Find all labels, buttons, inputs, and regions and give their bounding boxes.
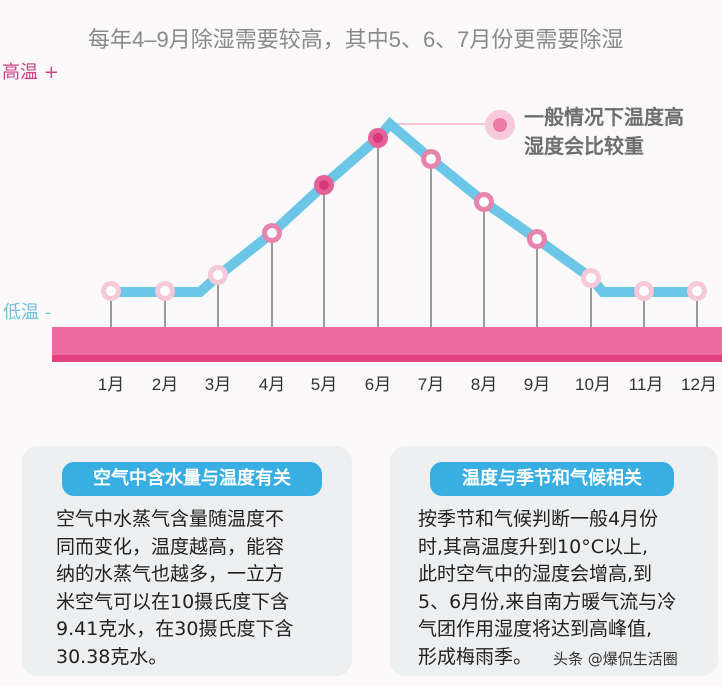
- marker-may: [314, 175, 334, 195]
- watermark: 头条 @爆侃生活圈: [553, 650, 678, 668]
- month-label: 10月: [575, 375, 611, 394]
- month-label: 11月: [628, 375, 664, 394]
- high-temp-label: 高温 +: [2, 62, 59, 83]
- annotation-note: 一般情况下温度高 湿度会比较重: [524, 103, 684, 161]
- low-temp-label: 低温 -: [3, 302, 52, 323]
- card-line: 气团作用湿度将达到高峰值,: [418, 618, 653, 640]
- info-card-season: 温度与季节和气候相关 按季节和气候判断一般4月份 时,其高温度升到10°C以上,…: [390, 446, 718, 676]
- annotation-line-2: 湿度会比较重: [524, 134, 644, 158]
- baseline-bar-shadow: [52, 355, 722, 362]
- card-line: 按季节和气候判断一般4月份: [418, 508, 659, 530]
- marker-sep: [527, 229, 547, 249]
- marker-jan: [101, 281, 121, 301]
- month-label: 1月: [97, 375, 125, 394]
- baseline-bar: [52, 327, 722, 357]
- month-label: 2月: [151, 375, 179, 394]
- card-line: 纳的水蒸气也越多，一立方: [56, 563, 285, 585]
- card-title: 空气中含水量与温度有关: [62, 462, 322, 496]
- month-label: 3月: [204, 375, 232, 394]
- card-line: 空气中水蒸气含量随温度不: [56, 508, 285, 530]
- marker-feb: [155, 281, 175, 301]
- month-label: 8月: [470, 375, 498, 394]
- annotation-line-1: 一般情况下温度高: [524, 105, 684, 129]
- card-line: 形成梅雨季。: [418, 645, 533, 668]
- month-label: 12月: [681, 375, 717, 394]
- month-label: 4月: [258, 375, 286, 394]
- card-title: 温度与季节和气候相关: [430, 462, 674, 496]
- marker-apr: [262, 223, 282, 243]
- marker-mar: [208, 265, 228, 285]
- marker-oct: [581, 268, 601, 288]
- info-card-humidity: 空气中含水量与温度有关 空气中水蒸气含量随温度不 同而变化，温度越高，能容 纳的…: [22, 446, 352, 676]
- card-line: 时,其高温度升到10°C以上,: [418, 535, 649, 558]
- card-line: 同而变化，温度越高，能容: [56, 535, 285, 558]
- marker-aug: [474, 192, 494, 212]
- card-line: 5、6月份,来自南方暖气流与冷: [418, 590, 677, 613]
- stems: [110, 138, 698, 327]
- month-label: 9月: [523, 375, 551, 394]
- card-body: 空气中水蒸气含量随温度不 同而变化，温度越高，能容 纳的水蒸气也越多，一立方 米…: [56, 506, 338, 671]
- card-line: 米空气可以在10摄氏度下含: [56, 590, 290, 613]
- card-body: 按季节和气候判断一般4月份 时,其高温度升到10°C以上, 此时空气中的湿度会增…: [418, 506, 704, 671]
- marker-dec: [687, 281, 707, 301]
- line-chart: [52, 110, 722, 362]
- card-line: 30.38克水。: [56, 645, 168, 668]
- chart-title: 每年4–9月除湿需要较高，其中5、6、7月份更需要除湿: [88, 27, 624, 52]
- marker-nov: [634, 281, 654, 301]
- month-label: 6月: [364, 375, 392, 394]
- marker-jul: [421, 149, 441, 169]
- marker-jun: [368, 128, 388, 148]
- annotation-dot-inner: [493, 118, 507, 132]
- markers: [101, 128, 707, 301]
- month-axis: 1月 2月 3月 4月 5月 6月 7月 8月 9月 10月 11月 12月: [0, 370, 722, 396]
- card-line: 此时空气中的湿度会增高,到: [418, 563, 653, 585]
- month-label: 5月: [310, 375, 338, 394]
- card-line: 9.41克水，在30摄氏度下含: [56, 618, 294, 640]
- month-label: 7月: [417, 375, 445, 394]
